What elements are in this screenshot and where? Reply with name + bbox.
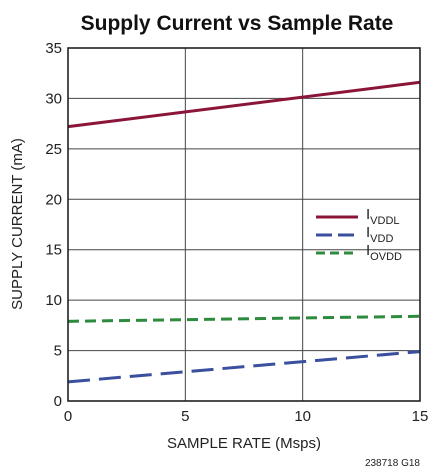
- series-lines: [67, 80, 421, 384]
- x-axis-label: SAMPLE RATE (Msps): [167, 435, 321, 452]
- series-line-vdd: [67, 350, 421, 384]
- series-line-vddl: [67, 80, 421, 129]
- y-tick-label: 25: [45, 141, 62, 158]
- x-tick-label: 10: [294, 408, 311, 425]
- series-line-ovdd: [67, 314, 421, 323]
- y-tick-label: 10: [45, 292, 62, 309]
- plot-frame: [67, 47, 421, 402]
- figure-code: 238718 G18: [365, 458, 420, 469]
- y-axis-label: SUPPLY CURRENT (mA): [9, 138, 26, 310]
- legend-label-ovdd: IOVDD: [366, 242, 402, 263]
- x-tick-label: 0: [64, 408, 72, 425]
- legend-label-vdd: IVDD: [366, 224, 393, 245]
- y-tick-label: 0: [54, 393, 62, 410]
- x-tick-labels: 0 5 10 15: [64, 408, 429, 425]
- x-tick-label: 5: [181, 408, 189, 425]
- y-tick-label: 30: [45, 90, 62, 107]
- chart-title: Supply Current vs Sample Rate: [81, 12, 394, 35]
- y-tick-label: 20: [45, 191, 62, 208]
- x-tick-label: 15: [412, 408, 429, 425]
- y-tick-label: 35: [45, 40, 62, 57]
- y-tick-labels: 0 5 10 15 20 25 30 35: [45, 40, 62, 410]
- legend-label-vddl: IVDDL: [366, 206, 400, 227]
- y-tick-label: 5: [54, 343, 62, 360]
- y-tick-label: 15: [45, 242, 62, 259]
